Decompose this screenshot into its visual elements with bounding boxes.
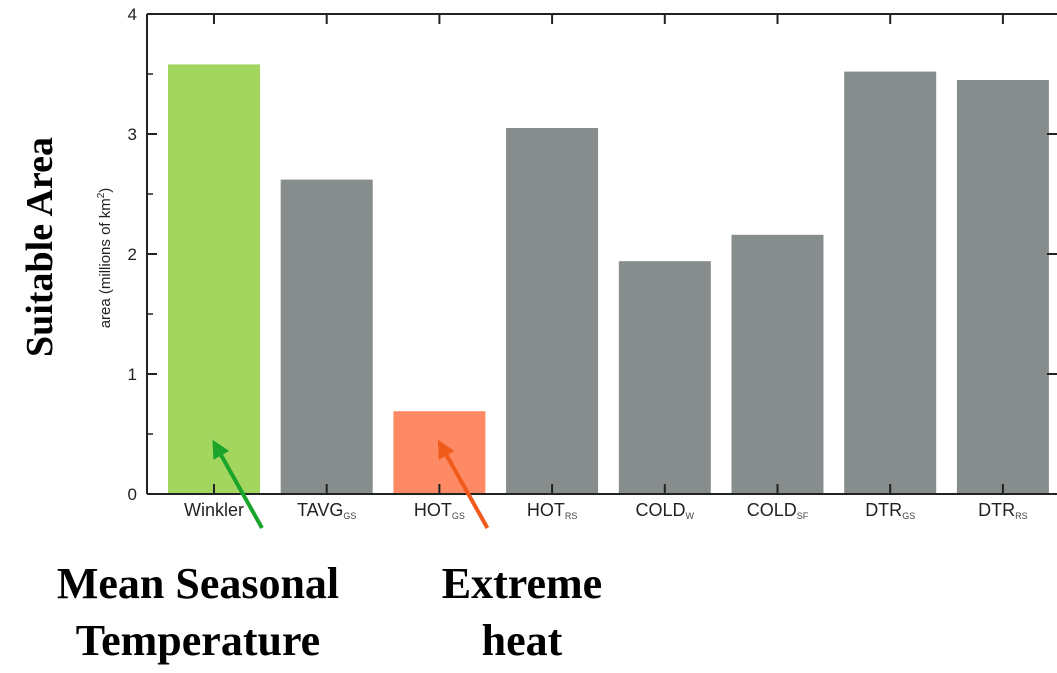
y-axis-label: area (millions of km2) xyxy=(96,188,114,329)
y-tick-label: 0 xyxy=(128,485,137,504)
bar xyxy=(618,261,711,494)
x-tick-label: Winkler xyxy=(184,500,244,520)
x-tick-label: HOTGS xyxy=(414,500,465,521)
x-tick-label-subscript: GS xyxy=(902,511,915,521)
annotation-arrow xyxy=(437,439,490,529)
x-tick-label: DTRGS xyxy=(865,500,915,521)
x-tick-label-main: HOT xyxy=(527,500,565,520)
y-tick-label: 4 xyxy=(128,5,137,24)
annotation-text: heat xyxy=(482,616,563,665)
y-tick-label: 3 xyxy=(128,125,137,144)
x-tick-label: TAVGGS xyxy=(297,500,356,521)
x-tick-label-subscript: SF xyxy=(797,511,809,521)
annotation-arrow xyxy=(212,439,264,529)
x-tick-label: COLDSF xyxy=(747,500,809,521)
bar xyxy=(168,64,260,495)
x-tick-label-subscript: RS xyxy=(1015,511,1028,521)
annotation-text: Temperature xyxy=(76,616,320,665)
bar xyxy=(393,411,486,494)
x-tick-label: HOTRS xyxy=(527,500,578,521)
x-tick-label-subscript: GS xyxy=(343,511,356,521)
y-tick-label: 1 xyxy=(128,365,137,384)
y-tick-label: 2 xyxy=(128,245,137,264)
annotation-text: Mean Seasonal xyxy=(57,559,339,608)
x-tick-label-main: DTR xyxy=(978,500,1015,520)
x-tick-label: COLDW xyxy=(636,500,695,521)
bars-layer xyxy=(168,64,1049,495)
bar xyxy=(280,179,373,494)
axes-layer xyxy=(146,13,1057,495)
x-tick-label-main: COLD xyxy=(747,500,797,520)
bar xyxy=(956,80,1049,494)
annotation-text: Extreme xyxy=(442,559,602,608)
annotations-layer: Mean Seasonal Temperature Extreme heat xyxy=(57,439,602,665)
bar xyxy=(844,71,937,494)
x-tick-label-subscript: W xyxy=(686,511,695,521)
x-tick-label-main: Winkler xyxy=(184,500,244,520)
x-tick-label-main: COLD xyxy=(636,500,686,520)
bar xyxy=(506,128,599,494)
x-tick-label-main: TAVG xyxy=(297,500,343,520)
x-tick-label: DTRRS xyxy=(978,500,1028,521)
x-tick-label-main: DTR xyxy=(865,500,902,520)
bar xyxy=(731,234,824,495)
x-tick-label-main: HOT xyxy=(414,500,452,520)
x-tick-label-subscript: RS xyxy=(565,511,578,521)
y-axis-title-overlay: Suitable Area xyxy=(19,137,61,357)
x-tick-label-subscript: GS xyxy=(452,511,465,521)
